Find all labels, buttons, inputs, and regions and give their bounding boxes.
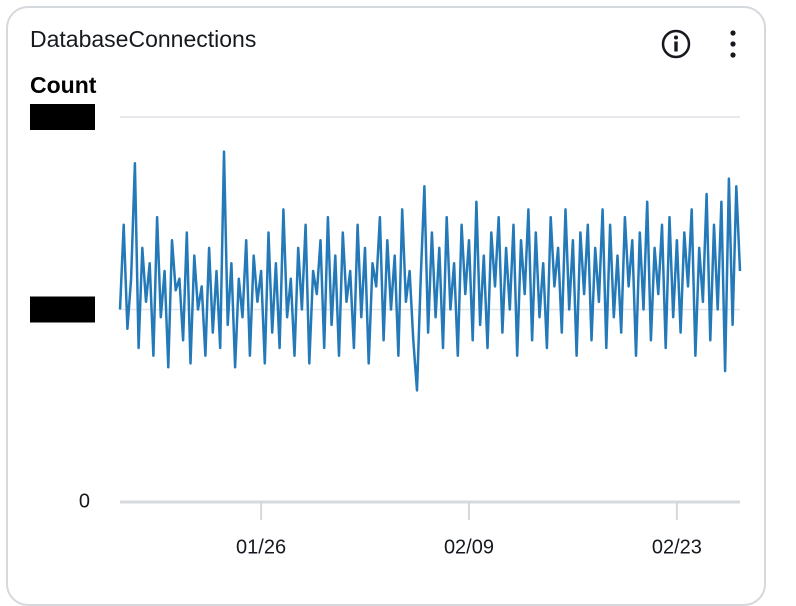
x-tick-label: 01/26 xyxy=(236,536,286,558)
redaction xyxy=(30,296,95,323)
page: {"chart_data": {"type": "line", "title":… xyxy=(6,6,766,606)
y-tick-label: 100 xyxy=(47,106,77,126)
chart: DatabaseConnections Count 0 50 100 01/26 02/… xyxy=(30,26,742,558)
series-line xyxy=(118,150,742,392)
info-icon[interactable] xyxy=(661,29,691,59)
x-tick-label: 02/09 xyxy=(444,536,494,558)
more-menu[interactable] xyxy=(730,30,736,58)
y-axis-label: Count xyxy=(30,72,97,98)
redaction xyxy=(30,104,95,130)
x-tick-label: 02/23 xyxy=(652,536,702,558)
y-tick-label: 50 xyxy=(52,298,72,318)
y-tick-label: 0 xyxy=(79,490,90,512)
widget-title: DatabaseConnections xyxy=(30,26,256,52)
